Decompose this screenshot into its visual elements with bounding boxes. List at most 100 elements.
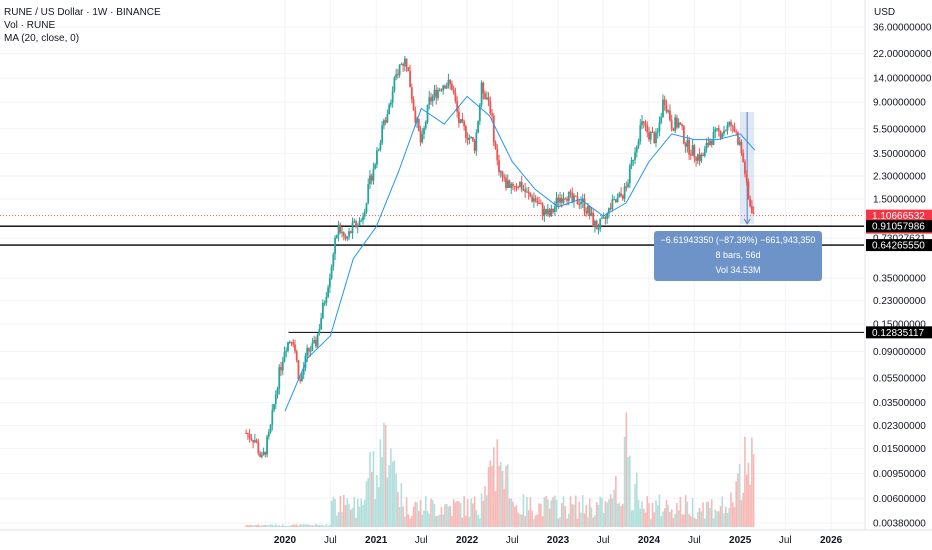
candle-body <box>431 96 434 102</box>
candle-body <box>580 201 582 205</box>
candle-body <box>717 128 720 131</box>
volume-bar <box>721 496 724 527</box>
volume-bar <box>595 502 598 527</box>
volume-bar <box>517 512 519 527</box>
candle-body <box>566 198 568 201</box>
volume-bar <box>735 481 738 527</box>
candle-body <box>276 388 279 395</box>
volume-bar <box>398 507 401 527</box>
ma-legend[interactable]: MA (20, close, 0) <box>4 33 80 44</box>
volume-bars <box>245 412 755 527</box>
candle-body <box>496 148 499 161</box>
volume-bar <box>465 515 467 527</box>
candle-body <box>334 237 336 254</box>
volume-bar <box>405 497 408 527</box>
time-axis[interactable]: 2020 Jul 2021 Jul 2022 Jul 2023 Jul 2024 Jul 2025 J… <box>274 535 843 546</box>
candle-body <box>468 137 471 140</box>
volume-legend[interactable]: Vol · RUNE <box>4 20 56 31</box>
volume-bar <box>709 507 711 527</box>
volume-bar <box>693 517 696 527</box>
currency-label[interactable]: USD <box>874 7 896 18</box>
volume-bar <box>447 506 450 527</box>
candle-body <box>281 361 284 371</box>
candle-body <box>508 180 511 188</box>
candle-body <box>595 220 598 230</box>
volume-bar <box>269 524 272 527</box>
volume-bar <box>550 500 553 527</box>
symbol-title[interactable]: RUNE / US Dollar · 1W · BINANCE <box>4 7 161 18</box>
candle-body <box>546 209 549 215</box>
candle-body <box>323 302 326 304</box>
volume-bar <box>531 510 533 527</box>
level-1-tag: 0.91057986 <box>872 222 925 233</box>
volume-bar <box>250 525 253 527</box>
candle-body <box>686 139 689 147</box>
volume-bar <box>414 501 417 527</box>
candle-body <box>391 90 394 103</box>
price-axis[interactable]: 36.00000000 22.00000000 14.00000000 9.00000… <box>873 23 932 530</box>
measure-change: −6.61943350 (−87.39%) −661,943,350 <box>660 235 816 245</box>
volume-bar <box>367 477 370 527</box>
volume-bar <box>358 506 361 527</box>
time-tick-label: Jul <box>597 535 610 546</box>
volume-bar <box>615 476 617 527</box>
volume-bar <box>752 454 755 527</box>
volume-bar <box>320 525 322 527</box>
time-tick-label: Jul <box>415 535 428 546</box>
volume-bar <box>749 484 751 527</box>
horizontal-levels[interactable] <box>0 215 864 333</box>
volume-bar <box>522 494 525 527</box>
volume-bar <box>288 525 291 527</box>
candle-body <box>456 101 459 112</box>
volume-bar <box>402 506 404 527</box>
volume-bar <box>646 496 649 527</box>
candle-body <box>691 145 694 156</box>
price-tick-label: 9.00000000 <box>873 98 926 109</box>
candle-body <box>402 64 404 66</box>
candle-body <box>628 165 631 184</box>
candle-body <box>709 140 711 146</box>
candle-body <box>410 87 413 100</box>
volume-bar <box>273 525 275 527</box>
candle-body <box>674 117 677 131</box>
candle-body <box>712 131 715 145</box>
grid-lines <box>0 0 932 531</box>
volume-bar <box>567 513 570 527</box>
price-tick-label: 3.50000000 <box>873 149 926 160</box>
candle-body <box>309 350 312 352</box>
price-tick-label: 14.00000000 <box>873 74 932 85</box>
volume-bar <box>574 495 577 527</box>
volume-bar <box>470 498 472 527</box>
volume-bar <box>459 503 462 527</box>
volume-bar <box>332 496 335 527</box>
volume-bar <box>421 514 424 527</box>
candle-body <box>505 177 507 189</box>
candle-body <box>700 154 703 161</box>
candle-body <box>728 121 731 125</box>
candle-body <box>283 351 286 362</box>
volume-bar <box>304 524 307 527</box>
volume-bar <box>412 506 415 527</box>
volume-bar <box>695 518 697 527</box>
volume-bar <box>466 498 469 527</box>
volume-bar <box>383 422 385 527</box>
volume-bar <box>642 508 645 527</box>
candle-body <box>569 191 572 194</box>
candle-body <box>749 198 752 206</box>
candle-body <box>567 191 570 201</box>
candle-body <box>588 205 591 216</box>
volume-bar <box>510 498 513 527</box>
candle-body <box>452 89 455 94</box>
candle-body <box>288 341 291 343</box>
volume-bar <box>710 499 713 527</box>
candle-body <box>433 89 436 97</box>
volume-bar <box>411 516 413 527</box>
volume-bar <box>355 517 357 527</box>
time-tick-label: 2020 <box>274 535 297 546</box>
volume-bar <box>580 512 582 527</box>
volume-bar <box>349 509 352 527</box>
time-tick-label: Jul <box>506 535 519 546</box>
volume-bar <box>287 525 289 527</box>
volume-bar <box>472 503 474 527</box>
